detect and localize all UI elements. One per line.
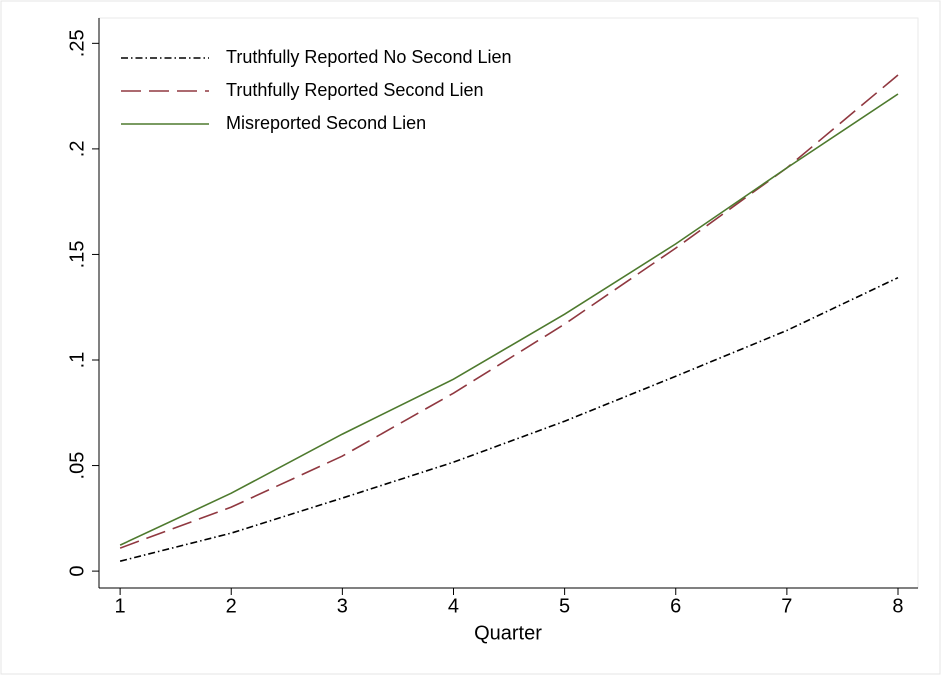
x-tick-label: 7 bbox=[781, 595, 792, 617]
y-tick-label: .1 bbox=[66, 352, 88, 369]
x-tick-label: 5 bbox=[559, 595, 570, 617]
x-tick-label: 2 bbox=[226, 595, 237, 617]
legend-label: Misreported Second Lien bbox=[226, 113, 426, 133]
legend-label: Truthfully Reported No Second Lien bbox=[226, 47, 512, 67]
plot-area bbox=[98, 17, 919, 589]
x-tick-label: 6 bbox=[670, 595, 681, 617]
series-line bbox=[119, 74, 899, 549]
series-line bbox=[119, 276, 899, 562]
x-axis-label: Quarter bbox=[474, 622, 542, 644]
x-tick-label: 3 bbox=[337, 595, 348, 617]
x-tick-label: 1 bbox=[115, 595, 126, 617]
x-tick-label: 8 bbox=[892, 595, 903, 617]
x-tick-label: 4 bbox=[448, 595, 459, 617]
series-line bbox=[119, 93, 899, 546]
y-tick-label: .15 bbox=[66, 241, 88, 269]
y-tick-label: 0 bbox=[66, 566, 88, 577]
y-tick-label: .25 bbox=[66, 29, 88, 57]
legend-label: Truthfully Reported Second Lien bbox=[226, 80, 483, 100]
y-tick-label: .2 bbox=[66, 141, 88, 158]
y-tick-label: .05 bbox=[66, 452, 88, 480]
